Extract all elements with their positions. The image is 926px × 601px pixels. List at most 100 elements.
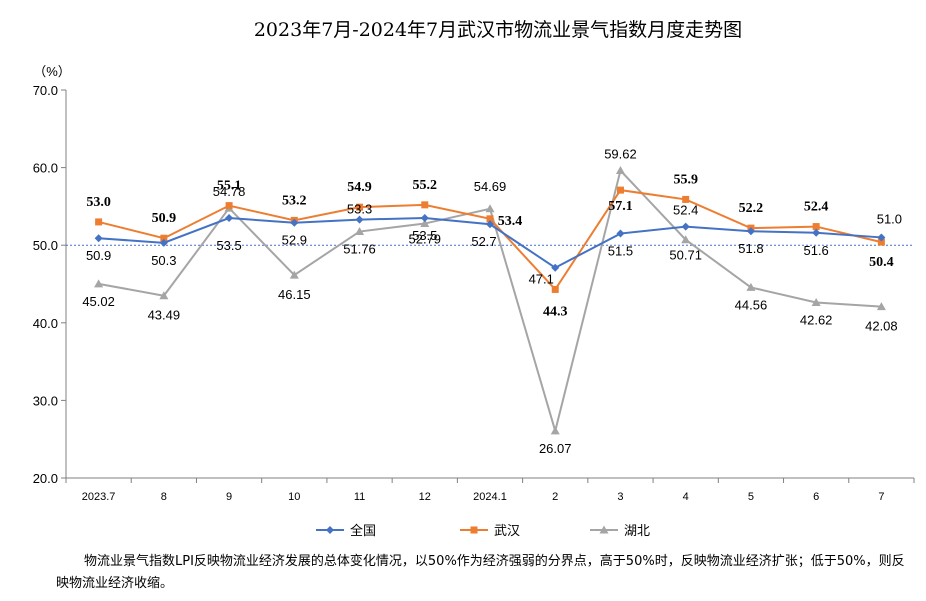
data-point-marker <box>420 214 429 223</box>
data-point-marker <box>420 219 430 228</box>
x-tick-label: 7 <box>878 491 884 503</box>
data-label: 51.5 <box>608 244 633 259</box>
x-tick-label: 5 <box>748 491 754 503</box>
data-label: 52.7 <box>471 234 496 249</box>
x-tick-label: 9 <box>226 491 232 503</box>
data-label: 52.9 <box>282 233 307 248</box>
data-point-marker <box>486 220 494 229</box>
legend-label-1: 武汉 <box>494 524 520 539</box>
y-tick-label: 70.0 <box>33 83 58 98</box>
data-label: 53.5 <box>412 228 437 243</box>
data-label: 53.5 <box>216 238 241 253</box>
x-tick-label: 4 <box>683 491 689 503</box>
data-label: 51.8 <box>738 241 763 256</box>
data-label: 44.3 <box>543 304 568 319</box>
data-label: 51.6 <box>803 243 828 258</box>
data-label: 47.1 <box>529 272 554 287</box>
data-label: 51.76 <box>343 242 376 257</box>
data-point-marker <box>356 203 364 211</box>
y-tick-label: 20.0 <box>33 471 58 486</box>
legend: 全国 武汉 湖北 <box>316 523 650 539</box>
data-label: 55.1 <box>217 179 242 194</box>
data-point-marker <box>681 222 690 231</box>
data-point-marker <box>551 263 560 272</box>
data-label: 54.69 <box>474 179 507 194</box>
data-label: 53.3 <box>347 202 372 217</box>
legend-marker-1 <box>470 526 478 534</box>
data-label: 54.78 <box>213 184 246 199</box>
data-point-marker <box>616 186 624 194</box>
data-point-marker <box>485 204 495 213</box>
data-label: 42.62 <box>800 312 833 327</box>
y-tick-label: 40.0 <box>33 316 58 331</box>
data-label: 43.49 <box>148 308 181 323</box>
data-point-marker <box>290 218 299 227</box>
data-label: 52.2 <box>739 201 764 216</box>
data-label: 53.4 <box>498 214 523 229</box>
legend-marker-2 <box>599 525 609 534</box>
data-label: 52.4 <box>673 203 698 218</box>
data-point-marker <box>421 201 429 209</box>
data-label: 55.9 <box>673 172 698 187</box>
data-label: 50.71 <box>669 248 702 263</box>
data-label: 50.9 <box>86 248 111 263</box>
data-point-marker <box>746 282 756 291</box>
data-label: 53.2 <box>282 193 307 208</box>
data-point-marker <box>95 218 103 226</box>
x-tick-label: 11 <box>354 491 365 503</box>
x-tick-label: 2 <box>552 491 558 503</box>
data-point-marker <box>550 426 560 435</box>
y-axis-unit-label: （%） <box>33 64 71 79</box>
data-label: 52.79 <box>408 232 441 247</box>
data-label: 44.56 <box>735 297 768 312</box>
data-label: 50.4 <box>869 255 894 270</box>
x-tick-label: 12 <box>419 491 431 503</box>
series-layer <box>94 166 886 435</box>
data-point-marker <box>876 302 886 311</box>
data-label: 42.08 <box>865 319 898 334</box>
x-tick-label: 3 <box>617 491 623 503</box>
data-point-marker <box>811 297 821 306</box>
x-tick-label: 2023.7 <box>82 491 116 503</box>
legend-label-2: 湖北 <box>624 524 650 539</box>
data-label: 53.0 <box>86 195 111 210</box>
data-point-marker <box>159 238 168 247</box>
data-point-marker <box>94 279 104 288</box>
data-label: 45.02 <box>82 294 115 309</box>
data-label: 51.0 <box>877 211 902 226</box>
x-tick-label: 2024.1 <box>473 491 507 503</box>
data-point-marker <box>812 223 820 231</box>
data-point-marker <box>160 234 168 242</box>
data-point-marker <box>225 202 233 210</box>
data-point-marker <box>877 238 885 246</box>
axes: 70.0 60.0 50.0 40.0 30.0 20.0 2023.7 8 9 10 11 12 20… <box>33 83 915 503</box>
data-point-marker <box>355 227 365 236</box>
data-label: 46.15 <box>278 287 311 302</box>
data-point-marker <box>551 285 559 293</box>
y-tick-label: 30.0 <box>33 393 58 408</box>
data-point-marker <box>486 215 494 223</box>
x-tick-label: 10 <box>288 491 300 503</box>
footnote: 物流业景气指数LPI反映物流业经济发展的总体变化情况，以50%作为经济强弱的分界… <box>56 554 905 591</box>
legend-marker-0 <box>326 526 334 534</box>
line-chart: 2023年7月-2024年7月武汉市物流业景气指数月度走势图 （%） 70.0 6… <box>33 19 915 539</box>
data-label: 52.4 <box>804 200 829 215</box>
chart-title: 2023年7月-2024年7月武汉市物流业景气指数月度走势图 <box>254 19 742 41</box>
legend-label-0: 全国 <box>350 523 376 539</box>
data-point-marker <box>355 215 364 224</box>
data-label: 59.62 <box>604 147 637 162</box>
data-point-marker <box>159 291 169 300</box>
data-label: 26.07 <box>539 441 572 456</box>
data-label: 50.9 <box>152 211 177 226</box>
data-point-marker <box>812 228 821 237</box>
data-label: 55.2 <box>413 178 438 193</box>
data-point-marker <box>225 214 234 223</box>
data-point-marker <box>681 235 691 244</box>
x-tick-label: 8 <box>161 491 167 503</box>
y-tick-label: 60.0 <box>33 161 58 176</box>
data-point-marker <box>94 234 103 243</box>
data-label: 50.3 <box>151 253 176 268</box>
data-point-marker <box>682 195 690 203</box>
y-tick-label: 50.0 <box>33 238 58 253</box>
data-labels: 50.9 50.3 53.5 52.9 53.3 53.5 52.7 47.1 51.5 52.4… <box>82 147 902 456</box>
